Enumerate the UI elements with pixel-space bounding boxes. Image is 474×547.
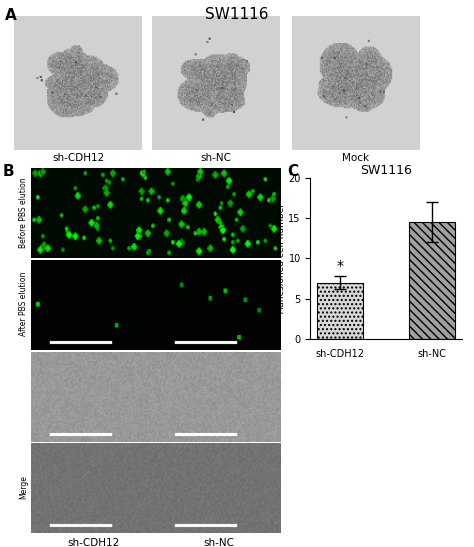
Text: SW1116: SW1116 (205, 7, 269, 21)
Text: Merge: Merge (19, 475, 28, 499)
Text: Before PBS elution: Before PBS elution (19, 177, 28, 248)
Y-axis label: Adhesioned cell number: Adhesioned cell number (277, 203, 286, 313)
Bar (318, 283, 364, 339)
Text: sh-NC: sh-NC (200, 153, 231, 163)
Bar (409, 222, 455, 339)
Text: After PBS elution: After PBS elution (19, 272, 28, 336)
Text: sh-CDH12: sh-CDH12 (67, 538, 120, 547)
Text: A: A (5, 8, 17, 23)
Text: Mock: Mock (342, 153, 369, 163)
Text: C: C (287, 164, 298, 179)
Text: B: B (2, 164, 14, 179)
Text: *: * (337, 259, 344, 273)
Title: SW1116: SW1116 (360, 164, 412, 177)
Text: sh-NC: sh-NC (204, 538, 235, 547)
Text: sh-CDH12: sh-CDH12 (52, 153, 104, 163)
